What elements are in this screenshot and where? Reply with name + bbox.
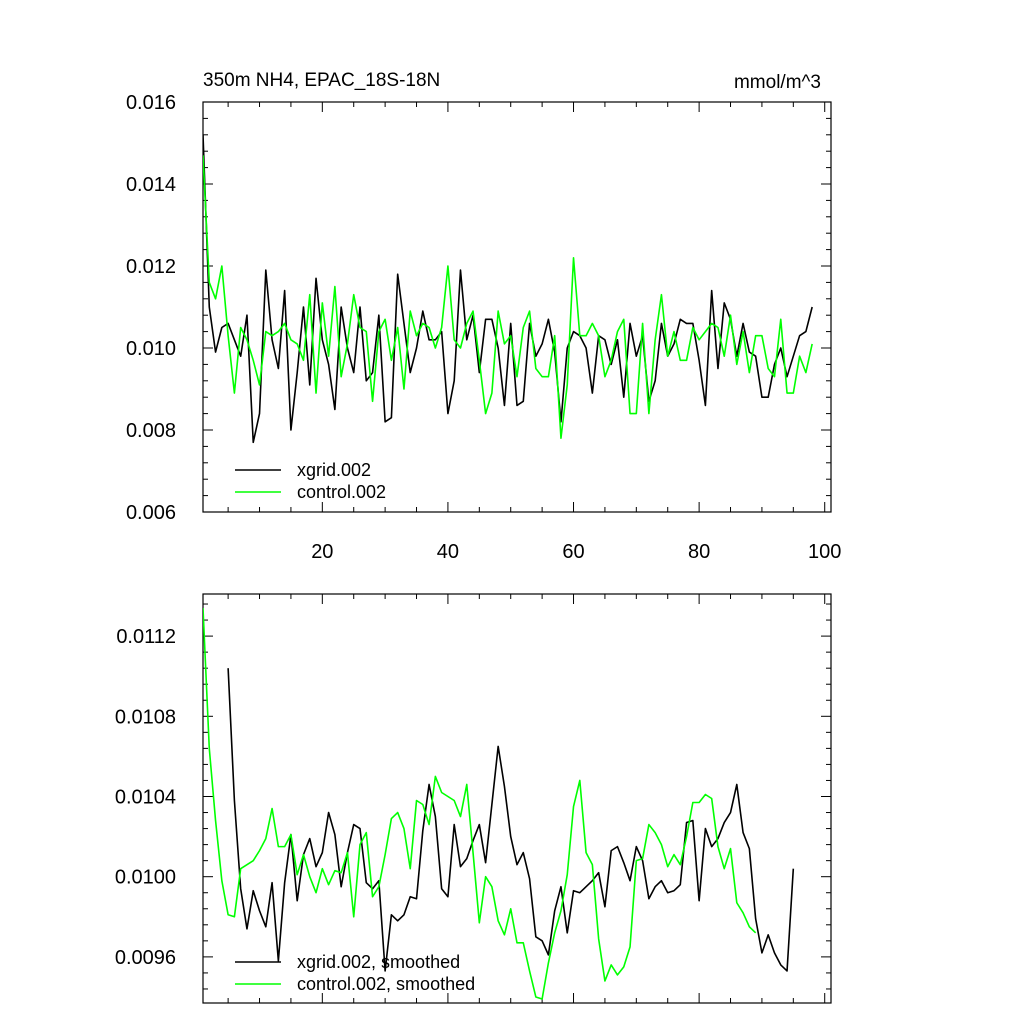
legend-label: control.002, smoothed [297,974,475,994]
y-tick-label: 0.0104 [115,786,176,808]
y-tick-label: 0.0100 [115,867,176,889]
x-tick-label: 100 [808,541,841,563]
chart-title: 350m NH4, EPAC_18S-18N [203,70,440,91]
x-tick-label: 20 [311,541,333,563]
top-chart: 0.006 0.008 0.010 0.012 0.014 0.016 20 40 60 80 10… [126,70,841,563]
x-tick-label: 80 [688,541,710,563]
series-line-xgrid-002-smoothed [227,668,795,972]
plot-frame [202,101,832,513]
x-tick-label: 60 [562,541,584,563]
x-tick-label: 40 [437,541,459,563]
legend-label: xgrid.002, smoothed [297,952,460,972]
plot-frame [202,593,832,1004]
legend-label: control.002 [297,482,386,502]
series-line-xgrid-002 [203,134,813,444]
series-line-control-002-smoothed [203,607,757,1000]
y-tick-label: 0.012 [126,256,176,278]
bottom-chart: 0.0096 0.0100 0.0104 0.0108 0.0112 xgrid.002,… [115,593,832,1004]
y-tick-label: 0.016 [126,92,176,114]
y-tick-label: 0.008 [126,420,176,442]
y-tick-label: 0.014 [126,174,176,196]
legend-label: xgrid.002 [297,460,371,480]
y-tick-label: 0.010 [126,338,176,360]
series-line-control-002 [203,155,813,440]
y-tick-label: 0.0112 [116,626,176,648]
units-label: mmol/m^3 [734,72,821,93]
y-tick-label: 0.006 [126,502,176,524]
y-tick-label: 0.0108 [115,706,176,728]
y-tick-label: 0.0096 [115,947,176,969]
